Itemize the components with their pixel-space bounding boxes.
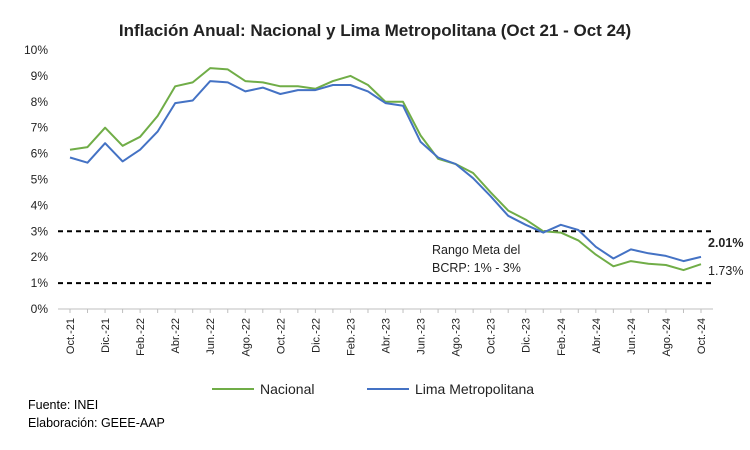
y-tick-label: 4% — [31, 198, 49, 212]
nacional-end-label: 1.73% — [708, 264, 743, 278]
y-tick-label: 2% — [31, 250, 49, 264]
series-layer — [69, 67, 702, 272]
lima-end-label: 2.01% — [708, 236, 743, 250]
reference-lines — [58, 230, 713, 285]
x-tick-label: Oct.-22 — [275, 318, 287, 354]
x-tick-label: Dic.-21 — [100, 318, 112, 353]
x-tick-label: Ago.-22 — [240, 318, 252, 357]
x-tick-label: Oct.-23 — [486, 318, 498, 354]
x-tick-label: Abr.-23 — [381, 318, 393, 353]
y-tick-label: 8% — [31, 95, 49, 109]
legend: Nacional Lima Metropolitana — [212, 381, 534, 397]
x-tick-label: Feb.-24 — [556, 318, 568, 356]
series-line-nacional — [69, 67, 702, 272]
x-tick-label: Jun.-24 — [626, 318, 638, 355]
y-axis: 0% 1% 2% 3% 4% 5% 6% 7% 8% 9% 10% — [24, 43, 48, 316]
y-tick-label: 7% — [31, 121, 49, 135]
y-tick-label: 9% — [31, 69, 49, 83]
x-tick-label: Ago.-24 — [661, 318, 673, 357]
y-tick-label: 0% — [31, 302, 49, 316]
x-tick-label: Jun.-22 — [205, 318, 217, 355]
y-tick-label: 5% — [31, 173, 49, 187]
x-tick-label: Ago.-23 — [451, 318, 463, 357]
y-tick-label: 6% — [31, 147, 49, 161]
x-tick-label: Oct.-21 — [65, 318, 77, 354]
annotations: Rango Meta del BCRP: 1% - 3% 2.01% 1.73% — [432, 236, 743, 278]
x-tick-label: Dic.-23 — [521, 318, 533, 353]
legend-label: Lima Metropolitana — [415, 381, 534, 397]
source-note: Fuente: INEI — [28, 398, 99, 412]
x-tick-label: Feb.-22 — [135, 318, 147, 356]
y-tick-label: 10% — [24, 43, 48, 57]
x-tick-label: Feb.-23 — [345, 318, 357, 356]
x-tick-label: Jun.-23 — [416, 318, 428, 355]
y-tick-label: 3% — [31, 224, 49, 238]
x-axis: Oct.-21 Dic.-21 Feb.-22 Abr.-22 Jun.-22 Ago.-… — [58, 308, 713, 357]
x-tick-label: Abr.-22 — [170, 318, 182, 353]
rango-meta-line1: Rango Meta del — [432, 243, 520, 257]
x-tick-label: Dic.-22 — [310, 318, 322, 353]
y-tick-label: 1% — [31, 276, 49, 290]
series-line-lima-metropolitana — [69, 80, 702, 263]
legend-label: Nacional — [260, 381, 314, 397]
rango-meta-line2: BCRP: 1% - 3% — [432, 261, 521, 275]
x-tick-label: Abr.-24 — [591, 318, 603, 353]
elaboration-note: Elaboración: GEEE-AAP — [28, 416, 165, 430]
chart-title: Inflación Anual: Nacional y Lima Metropo… — [119, 21, 631, 40]
x-tick-label: Oct.-24 — [696, 318, 708, 354]
